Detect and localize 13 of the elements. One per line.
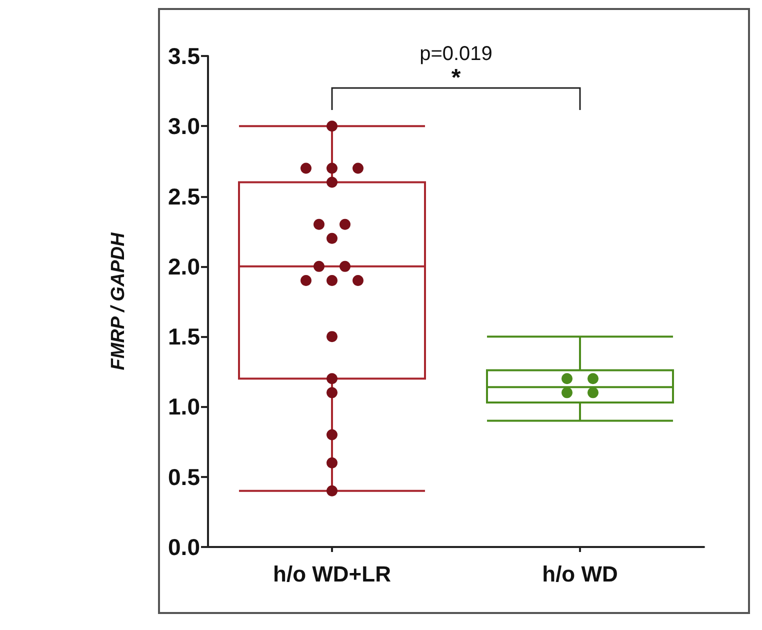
y-tick-label: 0.0 [168, 534, 200, 560]
annotation: p=0.019 [420, 43, 492, 65]
x-tick-label: h/o WD [542, 562, 618, 586]
y-tick-label: 3.0 [168, 113, 200, 140]
y-tick-label: 0.5 [168, 464, 200, 490]
x-tick-label: h/o WD+LR [273, 562, 392, 586]
y-tick-label: 3.5 [168, 43, 200, 69]
y-tick-label: 1.0 [168, 394, 200, 420]
y-tick-label: 2.0 [168, 253, 200, 280]
y-tick-label: 1.5 [168, 324, 200, 350]
y-axis-title: FMRP / GAPDH [108, 231, 129, 370]
y-tick-label: 2.5 [168, 183, 200, 210]
annotation: * [451, 64, 462, 92]
